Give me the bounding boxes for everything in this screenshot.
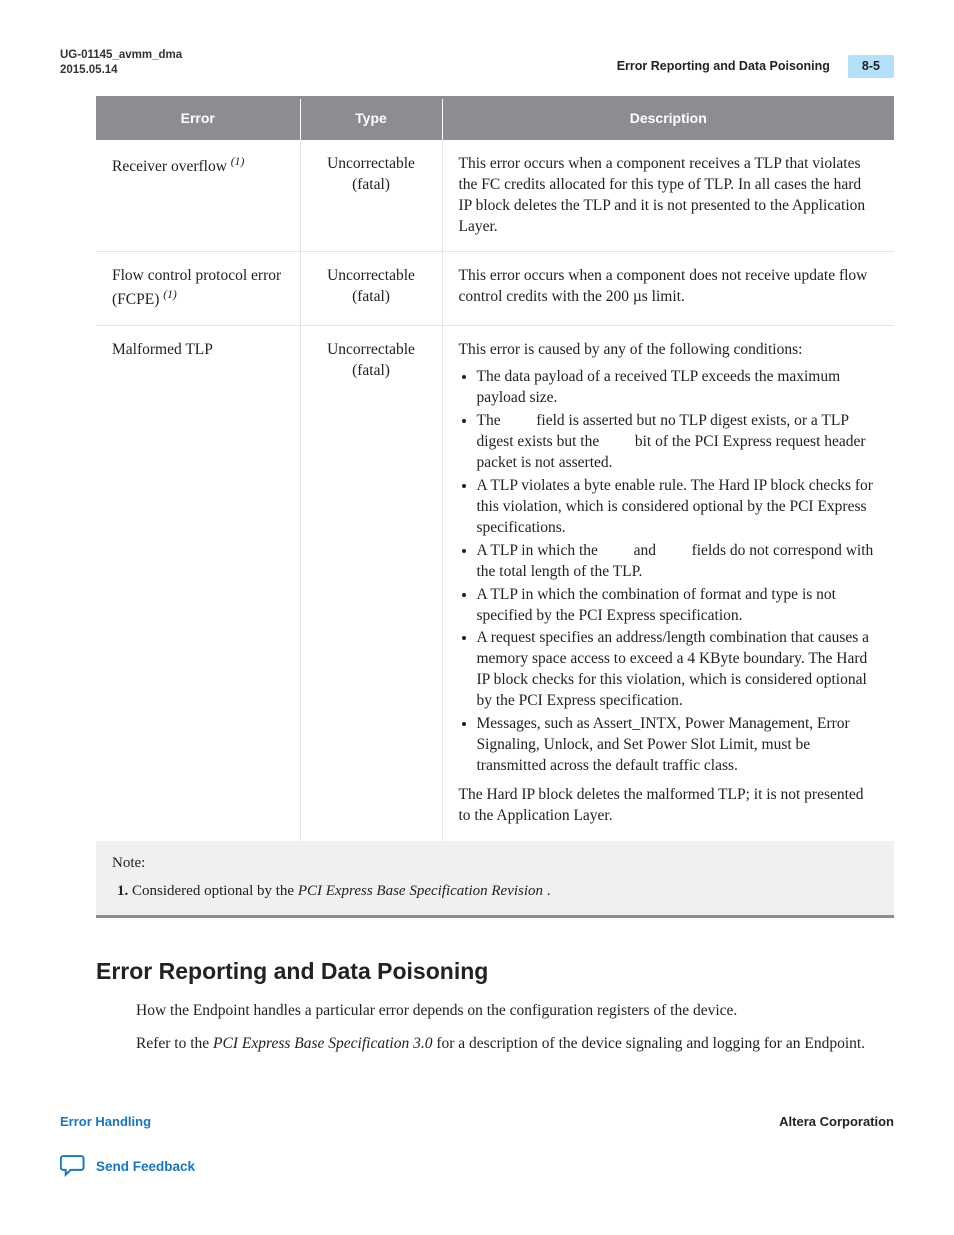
section-paragraph: How the Endpoint handles a particular er… xyxy=(136,1001,894,1022)
error-table: Error Type Description Receiver overflow… xyxy=(96,99,894,841)
cell-error: Flow control protocol error (FCPE) (1) xyxy=(96,252,300,326)
cell-description: This error occurs when a component recei… xyxy=(442,140,894,252)
header-right: Error Reporting and Data Poisoning 8-5 xyxy=(617,55,894,78)
table-notes: Note: Considered optional by the PCI Exp… xyxy=(96,841,894,916)
page-number: 8-5 xyxy=(848,55,894,78)
doc-date: 2015.05.14 xyxy=(60,63,182,78)
column-header-error: Error xyxy=(96,99,300,140)
cell-error: Receiver overflow (1) xyxy=(96,140,300,252)
table-note: Considered optional by the PCI Express B… xyxy=(132,881,882,901)
page-header: UG-01145_avmm_dma 2015.05.14 Error Repor… xyxy=(60,48,894,78)
table-row: Flow control protocol error (FCPE) (1)Un… xyxy=(96,252,894,326)
section-heading: Error Reporting and Data Poisoning xyxy=(96,956,894,987)
section-paragraph: Refer to the PCI Express Base Specificat… xyxy=(136,1034,894,1055)
cell-type: Uncorrectable (fatal) xyxy=(300,140,442,252)
cell-description: This error is caused by any of the follo… xyxy=(442,326,894,841)
feedback-icon xyxy=(60,1153,86,1182)
cell-type: Uncorrectable (fatal) xyxy=(300,252,442,326)
error-table-container: Error Type Description Receiver overflow… xyxy=(96,96,894,918)
column-header-type: Type xyxy=(300,99,442,140)
column-header-description: Description xyxy=(442,99,894,140)
send-feedback-link[interactable]: Send Feedback xyxy=(60,1153,894,1182)
note-label: Note: xyxy=(112,853,882,873)
cell-type: Uncorrectable (fatal) xyxy=(300,326,442,841)
doc-id-block: UG-01145_avmm_dma 2015.05.14 xyxy=(60,48,182,78)
footer-chapter-link[interactable]: Error Handling xyxy=(60,1113,151,1131)
cell-error: Malformed TLP xyxy=(96,326,300,841)
table-row: Malformed TLP Uncorrectable (fatal)This … xyxy=(96,326,894,841)
header-section-title: Error Reporting and Data Poisoning xyxy=(617,58,848,75)
page-footer: Error Handling Altera Corporation xyxy=(60,1113,894,1131)
footer-company: Altera Corporation xyxy=(779,1113,894,1131)
feedback-label: Send Feedback xyxy=(96,1158,195,1176)
cell-description: This error occurs when a component does … xyxy=(442,252,894,326)
doc-id: UG-01145_avmm_dma xyxy=(60,48,182,63)
table-row: Receiver overflow (1)Uncorrectable (fata… xyxy=(96,140,894,252)
